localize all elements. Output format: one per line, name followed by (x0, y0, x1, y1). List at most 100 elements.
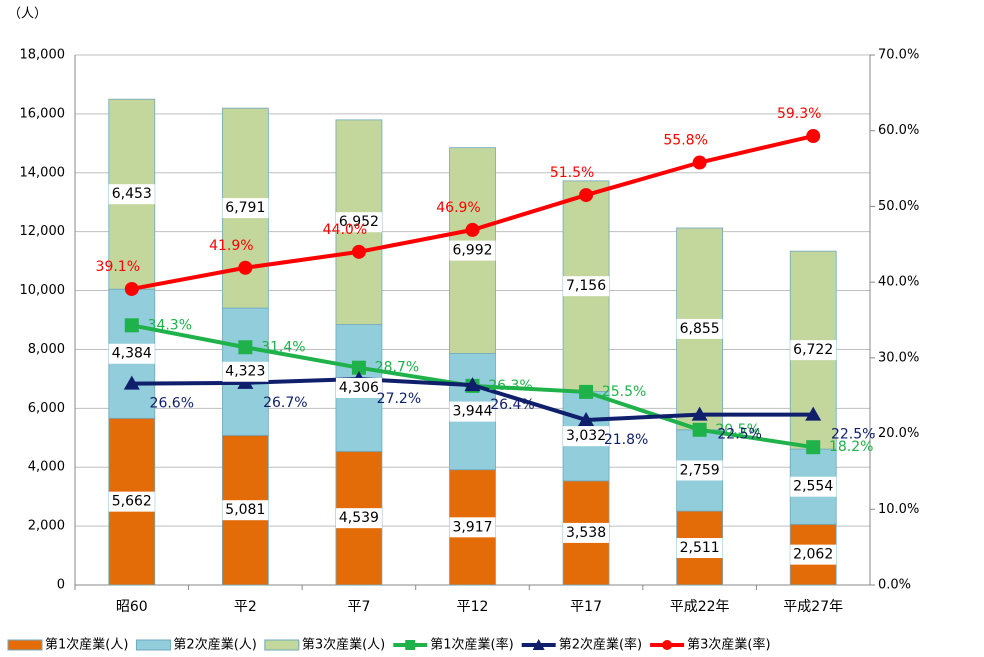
y-tick-label: 18,000 (20, 48, 66, 63)
legend-label: 第2次産業(人) (173, 637, 256, 653)
marker (805, 406, 822, 421)
label-bg (563, 426, 610, 447)
x-tick-label: 平成22年 (670, 599, 730, 615)
label-bg (335, 508, 382, 529)
data-label: 25.5% (602, 384, 646, 400)
data-label: 3,538 (566, 525, 606, 541)
data-label: 6,453 (112, 186, 152, 202)
marker (124, 281, 139, 296)
y-tick-label: 4,000 (28, 460, 65, 475)
data-label: 2,511 (680, 540, 720, 556)
data-label: 26.6% (150, 396, 194, 412)
label-bg (676, 318, 723, 339)
data-label: 7,156 (566, 278, 606, 294)
data-label: 59.3% (777, 106, 821, 122)
data-label: 27.2% (377, 391, 421, 407)
marker (579, 188, 594, 203)
label-bg (563, 522, 610, 543)
data-label: 26.4% (490, 397, 534, 413)
x-tick-label: 平7 (347, 599, 370, 615)
data-label: 6,722 (793, 342, 833, 358)
x-tick-label: 昭60 (116, 599, 148, 615)
marker (806, 129, 821, 144)
label-bg (108, 343, 155, 364)
data-label: 5,081 (225, 502, 265, 518)
marker (237, 374, 254, 389)
label-bg (335, 377, 382, 398)
data-label: 6,791 (225, 200, 265, 216)
y-tick-label: 6,000 (28, 401, 65, 416)
label-bg (449, 517, 496, 538)
y2-tick-label: 0.0% (878, 578, 911, 593)
label-bg (676, 538, 723, 559)
label-bg (108, 184, 155, 205)
data-label: 22.5% (717, 427, 761, 443)
marker (578, 411, 595, 426)
marker (124, 318, 139, 333)
marker (351, 360, 366, 375)
y-tick-label: 14,000 (20, 165, 66, 180)
label-bg (335, 212, 382, 233)
data-label: 6,952 (339, 214, 379, 230)
label-bg (222, 198, 269, 219)
data-label: 5,662 (112, 494, 152, 510)
marker (238, 340, 253, 355)
y2-tick-label: 40.0% (878, 275, 919, 290)
y2-tick-label: 20.0% (878, 426, 919, 441)
marker (238, 260, 253, 275)
y-tick-label: 8,000 (28, 342, 65, 357)
data-label: 28.7% (375, 360, 419, 376)
marker (465, 222, 480, 237)
y-tick-label: 16,000 (20, 106, 66, 121)
label-bg (676, 460, 723, 481)
data-label: 4,306 (339, 380, 379, 396)
y2-tick-label: 30.0% (878, 350, 919, 365)
legend-label: 第1次産業(人) (45, 637, 128, 653)
data-label: 26.3% (488, 378, 532, 394)
data-label: 6,992 (452, 243, 492, 259)
x-tick-label: 平17 (570, 599, 602, 615)
x-tick-label: 平成27年 (783, 599, 843, 615)
y2-tick-label: 60.0% (878, 123, 919, 138)
x-tick-label: 平2 (234, 599, 257, 615)
x-tick-label: 平12 (457, 599, 489, 615)
label-bg (222, 500, 269, 521)
legend-label: 第2次産業(率) (559, 637, 642, 653)
marker (123, 375, 140, 390)
legend-label: 第1次産業(率) (430, 637, 513, 653)
data-label: 21.8% (604, 432, 648, 448)
data-label: 20.5% (715, 422, 759, 438)
label-bg (790, 340, 837, 361)
legend-label: 第3次産業(人) (302, 637, 385, 653)
data-label: 44.0% (323, 222, 367, 238)
data-label: 4,323 (225, 364, 265, 380)
data-label: 2,759 (680, 462, 720, 478)
y-tick-label: 12,000 (20, 224, 66, 239)
label-bg (790, 544, 837, 565)
data-label: 3,032 (566, 428, 606, 444)
legend-label: 第3次産業(率) (687, 637, 770, 653)
label-bg (790, 476, 837, 497)
data-label: 26.7% (263, 395, 307, 411)
legend-swatch (135, 639, 171, 651)
data-label: 6,855 (680, 321, 720, 337)
y2-tick-label: 10.0% (878, 502, 919, 517)
legend-marker (662, 640, 673, 650)
data-label: 31.4% (261, 339, 305, 355)
data-label: 55.8% (663, 133, 707, 149)
data-label: 22.5% (831, 427, 875, 443)
label-bg (563, 276, 610, 297)
data-label: 18.2% (829, 439, 873, 455)
legend-swatch (7, 639, 43, 651)
marker (692, 422, 707, 437)
y-tick-label: 2,000 (28, 519, 65, 534)
data-label: 51.5% (550, 165, 594, 181)
data-label: 34.3% (148, 317, 192, 333)
y2-tick-label: 70.0% (878, 48, 919, 63)
data-label: 4,384 (112, 346, 152, 362)
legend-swatch (264, 639, 300, 651)
y-tick-label: 10,000 (20, 283, 66, 298)
data-label: 46.9% (436, 200, 480, 216)
marker (806, 440, 821, 455)
